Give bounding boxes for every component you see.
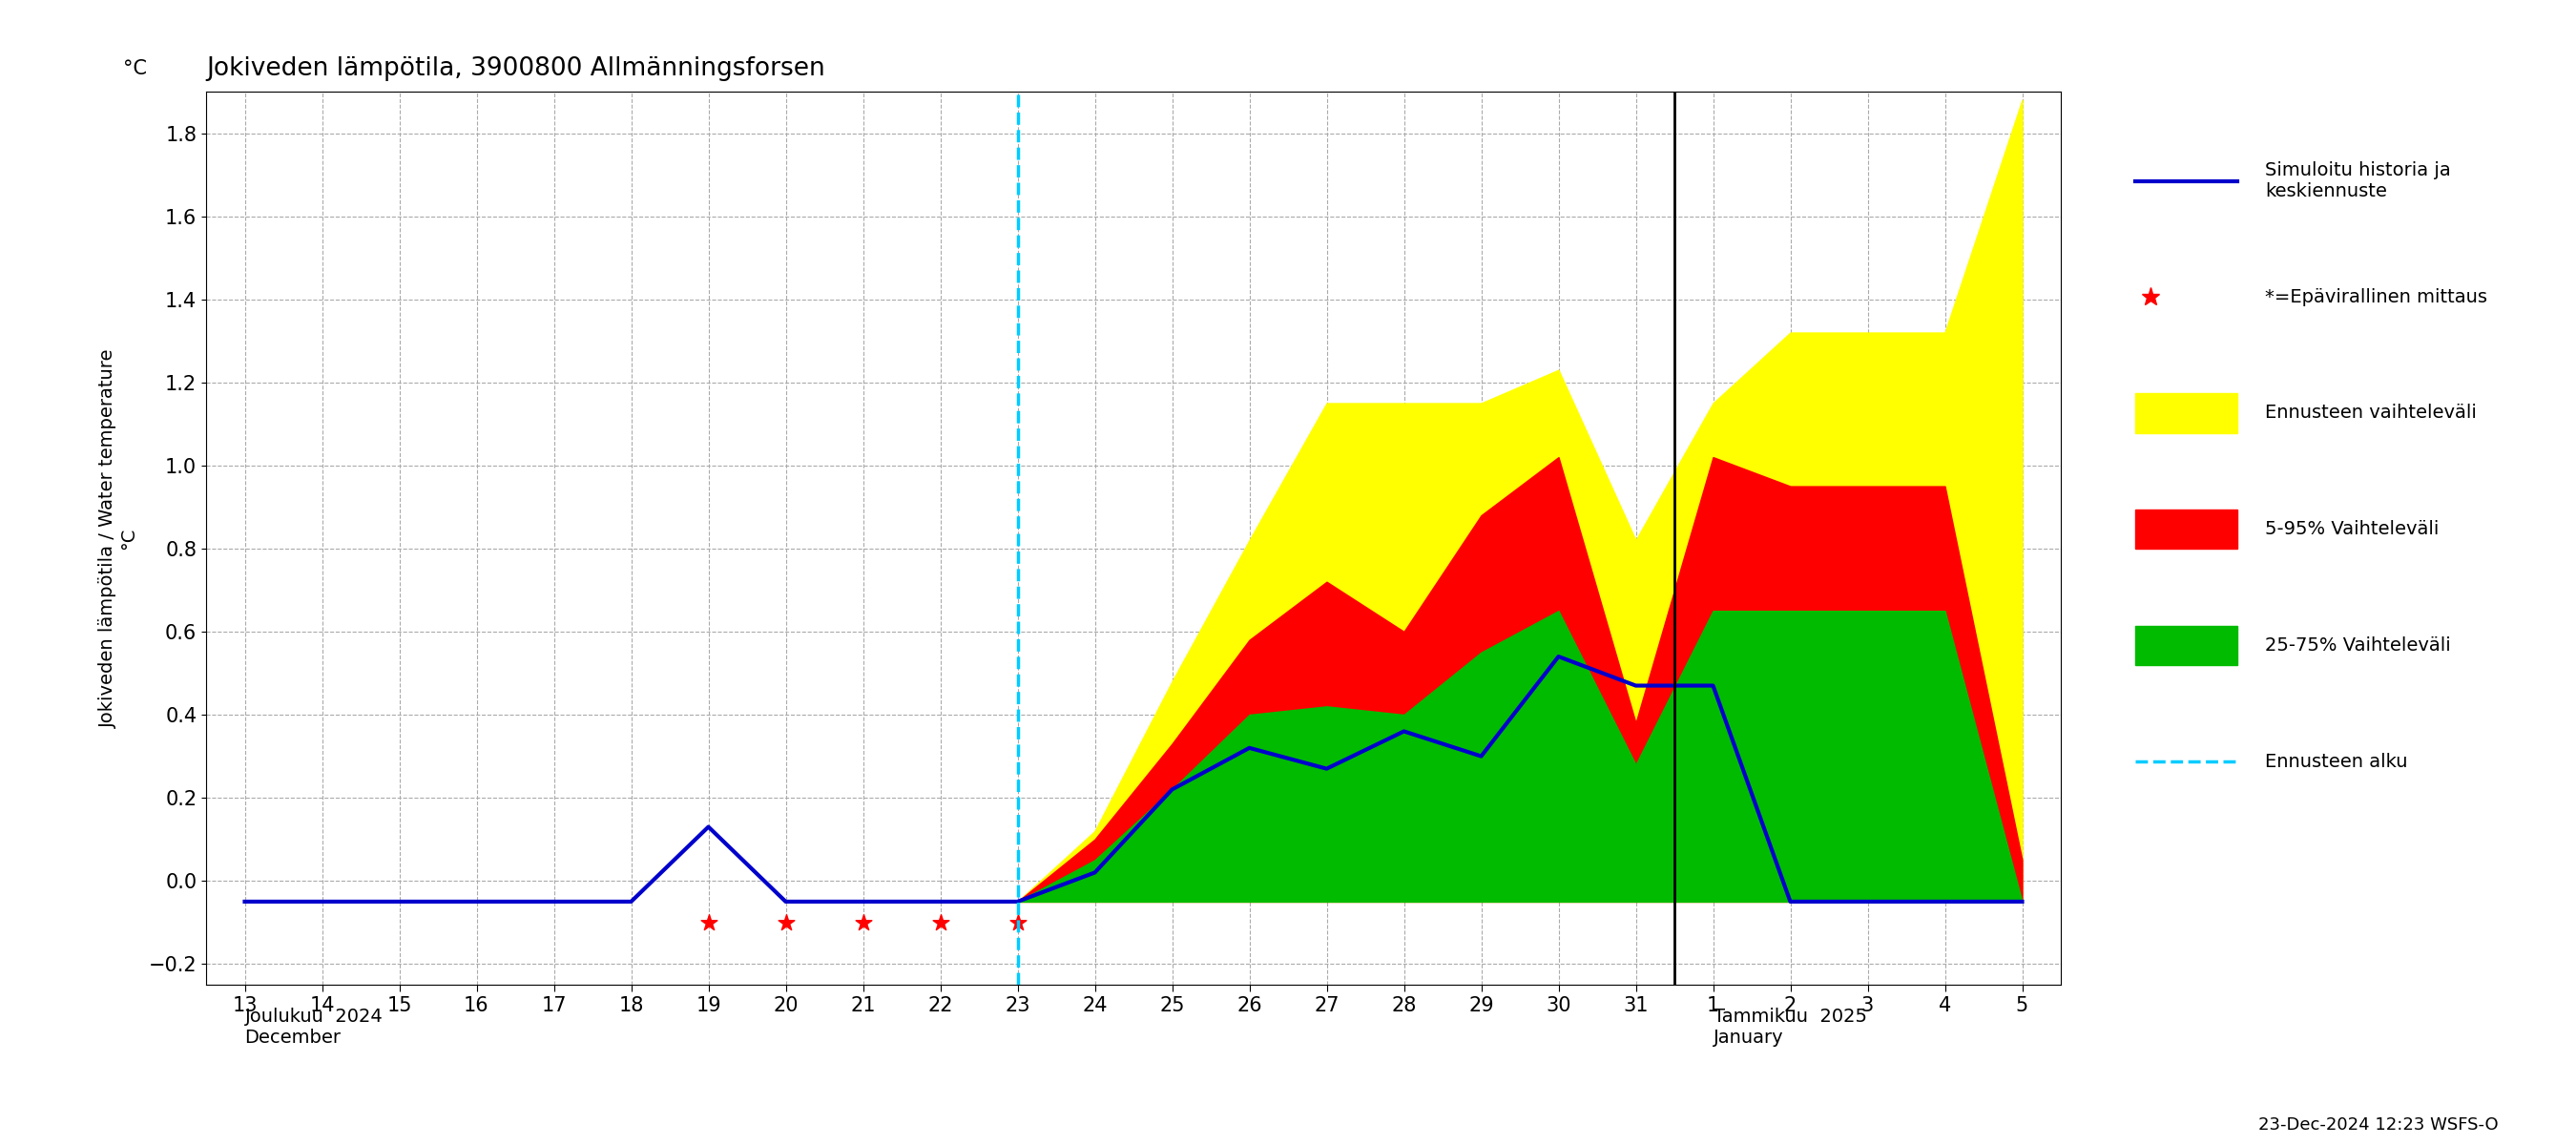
Point [842, 914, 884, 932]
Text: Tammikuu  2025
January: Tammikuu 2025 January [1713, 1008, 1868, 1047]
Point [997, 914, 1038, 932]
Bar [2136, 510, 2236, 548]
Point [765, 914, 806, 932]
Text: 5-95% Vaihteleväli: 5-95% Vaihteleväli [2264, 520, 2439, 538]
Bar [2136, 625, 2236, 665]
Text: °C: °C [124, 60, 147, 78]
Text: Ennusteen alku: Ennusteen alku [2264, 752, 2409, 771]
Text: Simuloitu historia ja
keskiennuste: Simuloitu historia ja keskiennuste [2264, 161, 2450, 200]
Text: Joulukuu  2024
December: Joulukuu 2024 December [245, 1008, 384, 1047]
Point [920, 914, 961, 932]
Y-axis label: Jokiveden lämpötila / Water temperature
°C: Jokiveden lämpötila / Water temperature … [98, 348, 139, 728]
Bar [2136, 394, 2236, 433]
Text: Jokiveden lämpötila, 3900800 Allmänningsforsen: Jokiveden lämpötila, 3900800 Allmännings… [206, 56, 824, 81]
Text: *=Epävirallinen mittaus: *=Epävirallinen mittaus [2264, 287, 2486, 306]
Text: 23-Dec-2024 12:23 WSFS-O: 23-Dec-2024 12:23 WSFS-O [2259, 1116, 2499, 1134]
Text: 25-75% Vaihteleväli: 25-75% Vaihteleväli [2264, 637, 2450, 655]
Point [688, 914, 729, 932]
Text: Ennusteen vaihteleväli: Ennusteen vaihteleväli [2264, 404, 2476, 423]
